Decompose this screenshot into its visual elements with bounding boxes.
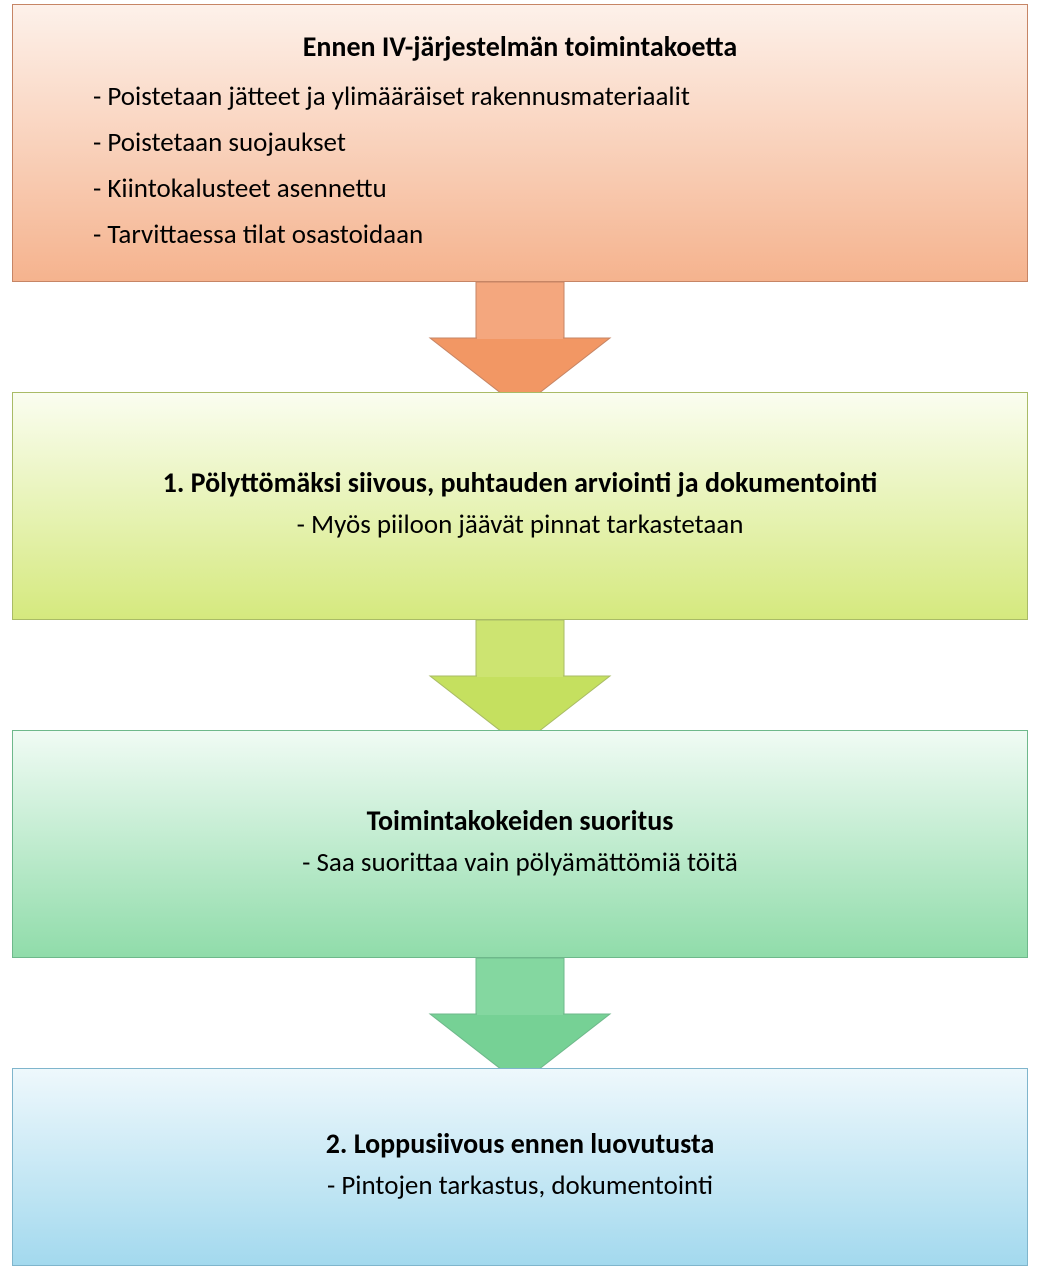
step-before-item-3: - Tarvittaessa tilat osastoidaan <box>93 212 987 258</box>
step-before-item-2: - Kiintokalusteet asennettu <box>93 166 987 212</box>
step-final-item-0: - Pintojen tarkastus, dokumentointi <box>53 1163 987 1209</box>
arrow-2 <box>420 958 620 1084</box>
step-final: 2. Loppusiivous ennen luovutusta - Pinto… <box>12 1068 1028 1266</box>
step-tests-item-0: - Saa suorittaa vain pölyämättömiä töitä <box>53 840 987 886</box>
step-before-items: - Poistetaan jätteet ja ylimääräiset rak… <box>53 74 987 258</box>
arrow-0 <box>420 282 620 408</box>
step-clean-item-0: - Myös piiloon jäävät pinnat tarkastetaa… <box>53 502 987 548</box>
flowchart-canvas: Ennen IV-järjestelmän toimintakoetta - P… <box>0 0 1040 1271</box>
arrow-1 <box>420 620 620 746</box>
step-clean-title: 1. Pölyttömäksi siivous, puhtauden arvio… <box>53 464 987 502</box>
step-before-item-1: - Poistetaan suojaukset <box>93 120 987 166</box>
step-clean: 1. Pölyttömäksi siivous, puhtauden arvio… <box>12 392 1028 620</box>
step-final-title: 2. Loppusiivous ennen luovutusta <box>53 1125 987 1163</box>
step-before-item-0: - Poistetaan jätteet ja ylimääräiset rak… <box>93 74 987 120</box>
step-tests: Toimintakokeiden suoritus - Saa suoritta… <box>12 730 1028 958</box>
step-before: Ennen IV-järjestelmän toimintakoetta - P… <box>12 4 1028 282</box>
step-before-title: Ennen IV-järjestelmän toimintakoetta <box>53 28 987 66</box>
step-tests-title: Toimintakokeiden suoritus <box>53 802 987 840</box>
